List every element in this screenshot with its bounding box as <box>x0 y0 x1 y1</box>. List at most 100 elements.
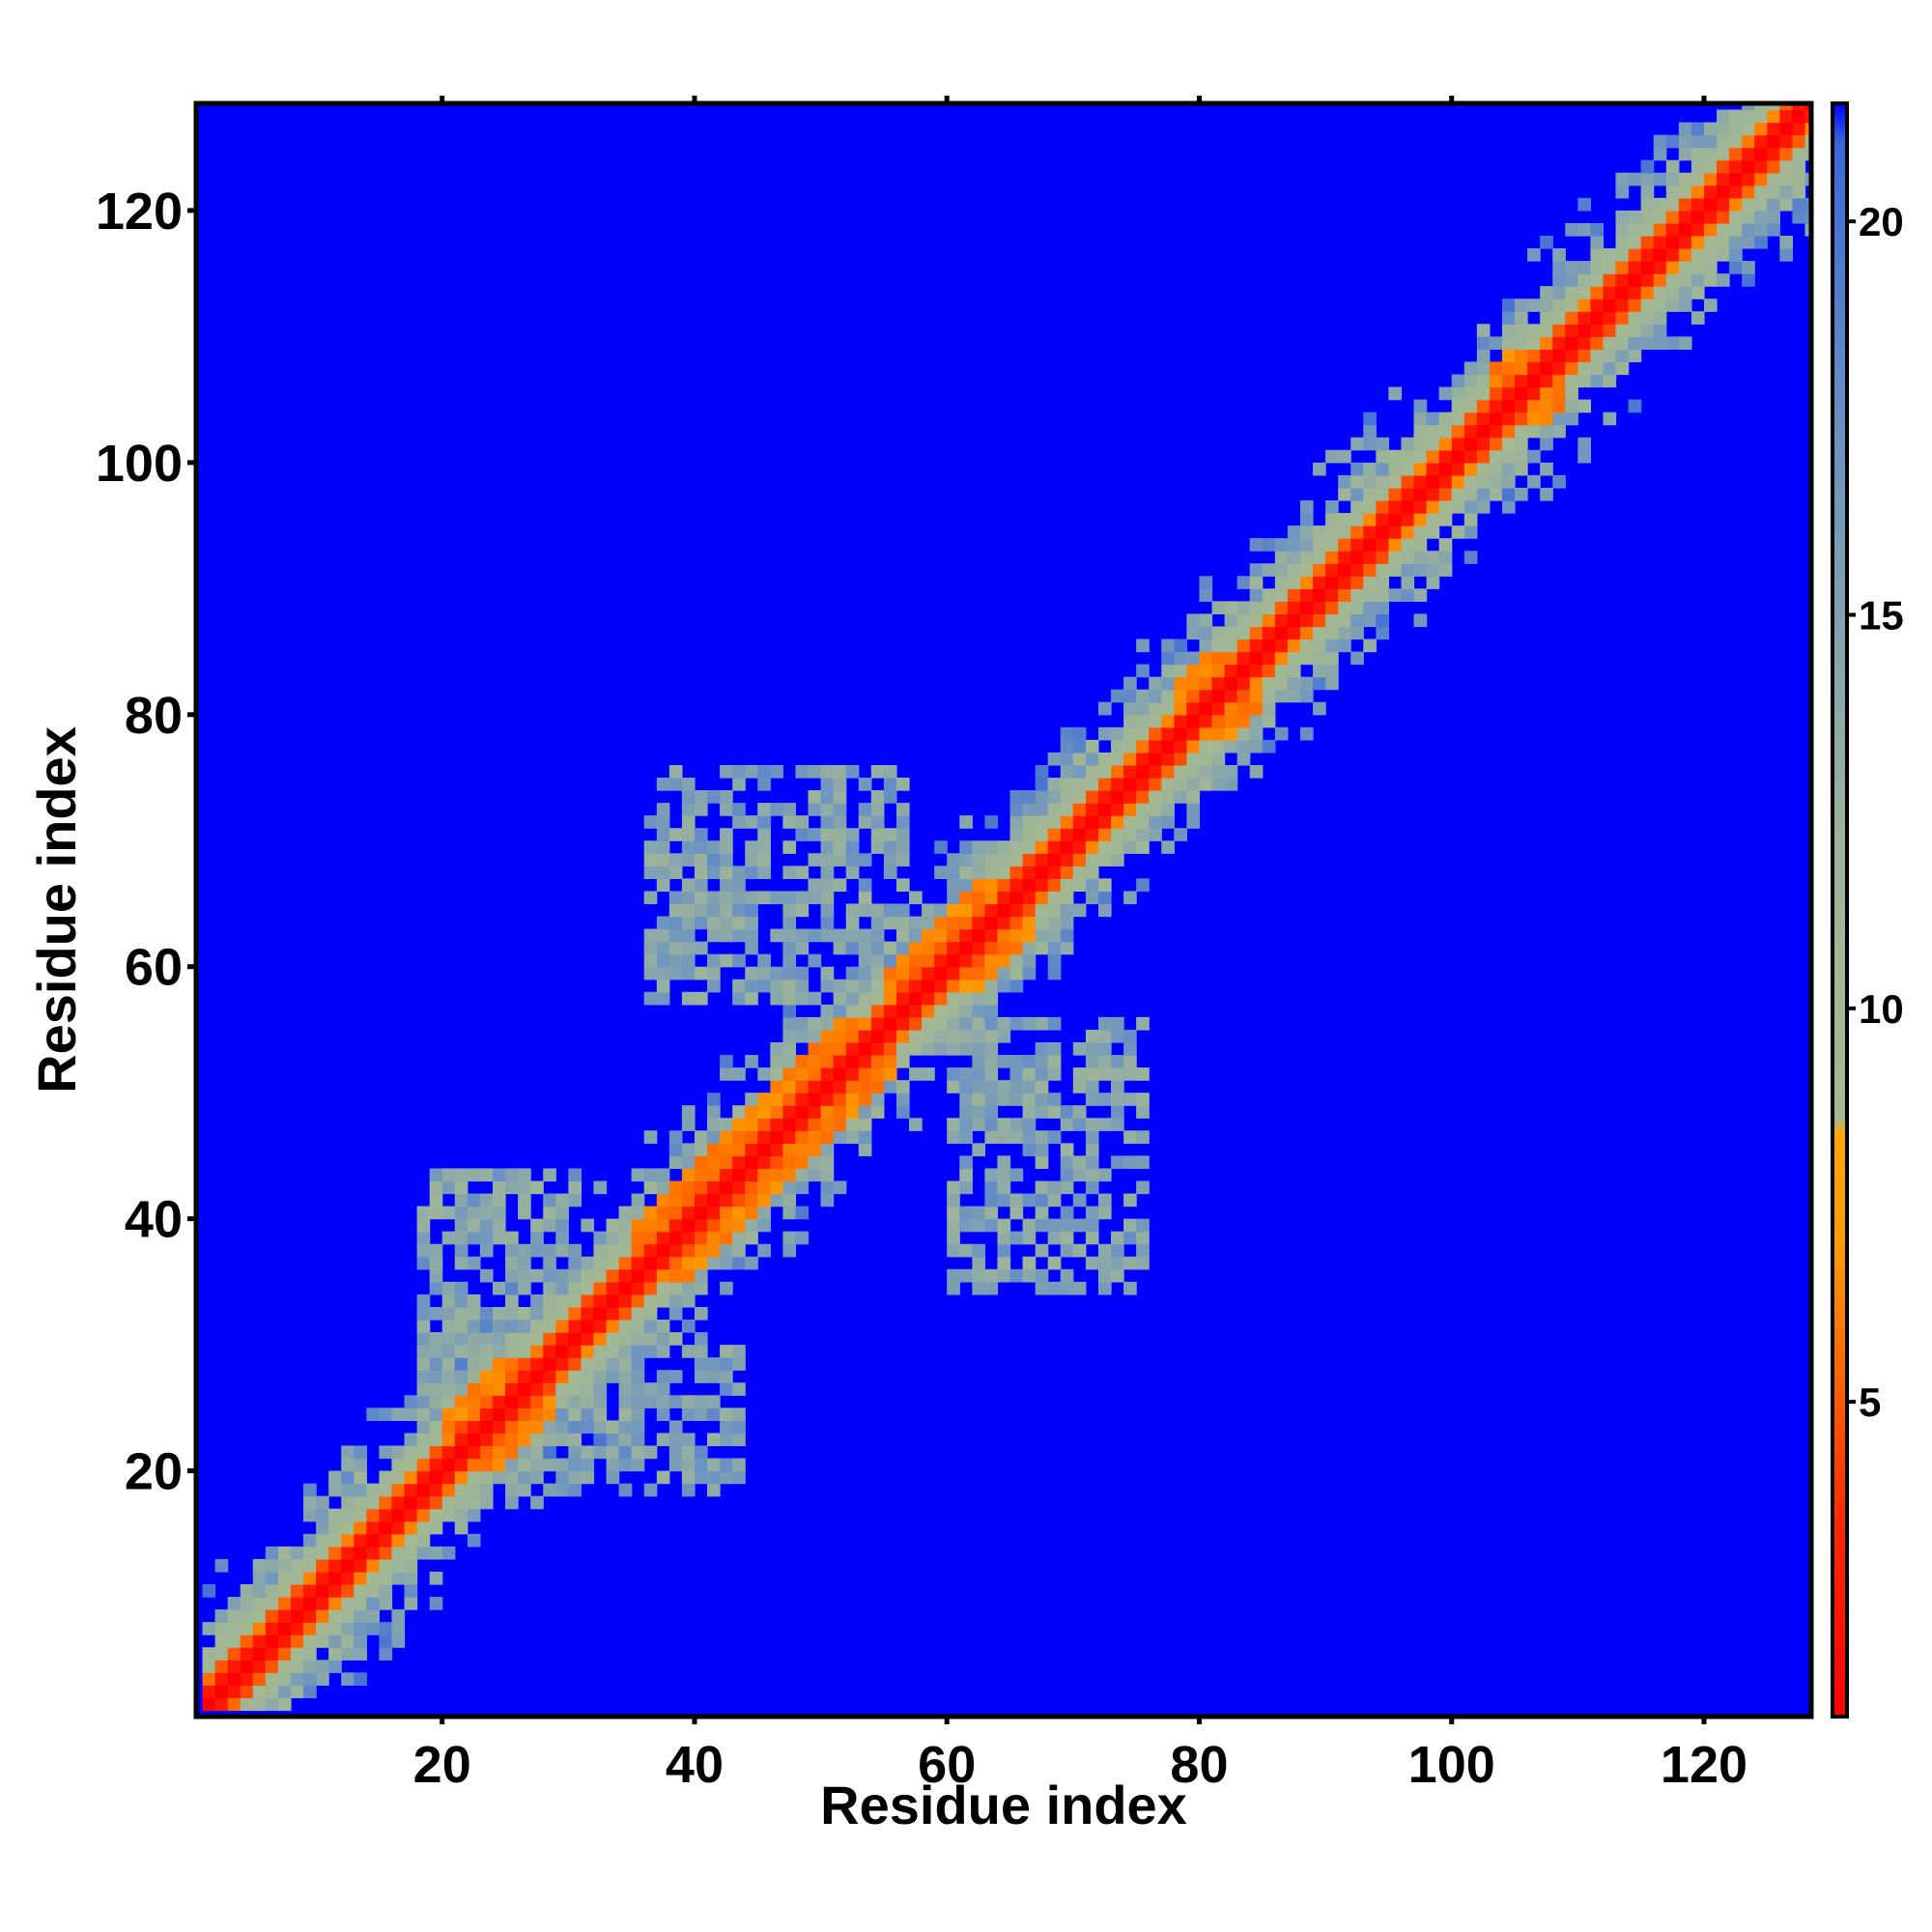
heatmap-cell <box>959 1016 973 1031</box>
heatmap-cell <box>467 1306 481 1321</box>
heatmap-cell <box>290 1660 304 1673</box>
heatmap-cell <box>1060 764 1074 779</box>
heatmap-cell <box>492 1332 506 1346</box>
heatmap-cell <box>720 803 733 816</box>
heatmap-cell <box>720 1470 733 1485</box>
heatmap-cell <box>581 1458 595 1472</box>
heatmap-cell <box>505 1433 519 1447</box>
heatmap-cell <box>404 1508 418 1522</box>
heatmap-cell <box>290 1672 304 1686</box>
heatmap-cell <box>1136 1231 1150 1245</box>
heatmap-cell <box>214 1634 229 1648</box>
heatmap-cell <box>1211 701 1226 716</box>
heatmap-cell <box>1009 979 1024 993</box>
heatmap-cell <box>656 1382 670 1396</box>
heatmap-cell <box>1615 185 1630 199</box>
heatmap-cell <box>618 1370 633 1383</box>
heatmap-cell <box>202 1660 216 1673</box>
heatmap-cell <box>543 1168 556 1182</box>
heatmap-cell <box>631 1332 645 1346</box>
heatmap-cell <box>1199 613 1213 628</box>
heatmap-cell <box>1388 538 1403 552</box>
heatmap-cell <box>1060 1118 1074 1131</box>
heatmap-cell <box>997 903 1011 918</box>
heatmap-cell <box>454 1470 469 1485</box>
heatmap-cell <box>290 1584 304 1598</box>
heatmap-cell <box>922 991 935 1006</box>
heatmap-cell <box>1313 538 1326 552</box>
heatmap-cell <box>530 1293 544 1308</box>
heatmap-cell <box>240 1697 254 1712</box>
heatmap-cell <box>404 1584 418 1598</box>
heatmap-cell <box>972 1093 985 1106</box>
heatmap-cell <box>947 903 960 918</box>
heatmap-cell <box>707 790 721 804</box>
heatmap-cell <box>1703 235 1718 249</box>
heatmap-cell <box>934 1004 948 1018</box>
heatmap-cell <box>1463 551 1478 564</box>
heatmap-cell <box>328 1571 342 1585</box>
heatmap-cell <box>1199 701 1213 716</box>
heatmap-cell <box>1489 386 1503 401</box>
heatmap-cell <box>606 1357 620 1371</box>
heatmap-cell <box>1136 739 1150 753</box>
heatmap-cell <box>1451 462 1465 476</box>
heatmap-cell <box>1047 1281 1062 1295</box>
heatmap-cell <box>870 1093 885 1106</box>
heatmap-cell <box>1224 613 1238 628</box>
heatmap-cell <box>290 1546 304 1560</box>
heatmap-cell <box>694 891 708 905</box>
heatmap-cell <box>265 1685 279 1699</box>
heatmap-cell <box>858 1067 872 1081</box>
heatmap-cell <box>959 891 973 905</box>
heatmap-cell <box>782 1105 797 1119</box>
heatmap-cell <box>720 1130 733 1144</box>
heatmap-cell <box>833 1067 847 1081</box>
heatmap-cell <box>1438 538 1453 552</box>
heatmap-cell <box>1009 941 1024 955</box>
heatmap-cell <box>341 1458 355 1472</box>
heatmap-cell <box>1022 1268 1037 1283</box>
heatmap-cell <box>732 1180 746 1195</box>
heatmap-cell <box>1540 412 1553 426</box>
heatmap-cell <box>467 1433 481 1447</box>
heatmap-cell <box>277 1634 292 1648</box>
heatmap-cell <box>643 1293 658 1308</box>
heatmap-cell <box>720 828 733 841</box>
heatmap-cell <box>1540 298 1553 312</box>
heatmap-cell <box>656 1193 670 1208</box>
heatmap-cell <box>972 1029 985 1043</box>
heatmap-cell <box>530 1332 544 1346</box>
heatmap-cell <box>1577 286 1591 299</box>
heatmap-cell <box>934 928 948 943</box>
heatmap-cell <box>1325 639 1339 653</box>
heatmap-cell <box>606 1243 620 1258</box>
heatmap-cell <box>518 1483 531 1497</box>
heatmap-cell <box>1363 613 1377 628</box>
heatmap-cell <box>1703 172 1718 186</box>
heatmap-cell <box>922 1004 935 1018</box>
heatmap-cell <box>1123 752 1137 766</box>
heatmap-cell <box>1047 1067 1062 1081</box>
heatmap-cell <box>1552 424 1566 439</box>
heatmap-cell <box>1149 764 1162 779</box>
heatmap-cell <box>1009 1231 1024 1245</box>
heatmap-cell <box>972 1004 985 1018</box>
heatmap-cell <box>1653 172 1667 186</box>
heatmap-cell <box>681 1293 696 1308</box>
heatmap-cell <box>1313 551 1326 564</box>
heatmap-cell <box>214 1558 229 1573</box>
heatmap-cell <box>379 1508 393 1522</box>
heatmap-cell <box>720 1382 733 1396</box>
heatmap-cell <box>303 1584 317 1598</box>
heatmap-cell <box>883 828 897 841</box>
heatmap-cell <box>643 991 658 1006</box>
heatmap-cell <box>429 1180 443 1195</box>
heatmap-cell <box>1035 916 1049 930</box>
heatmap-cell <box>1742 185 1755 199</box>
heatmap-cell <box>530 1433 544 1447</box>
heatmap-cell <box>858 1041 872 1056</box>
heatmap-cell <box>1376 526 1389 539</box>
heatmap-cell <box>441 1332 456 1346</box>
heatmap-cell <box>1401 576 1415 589</box>
